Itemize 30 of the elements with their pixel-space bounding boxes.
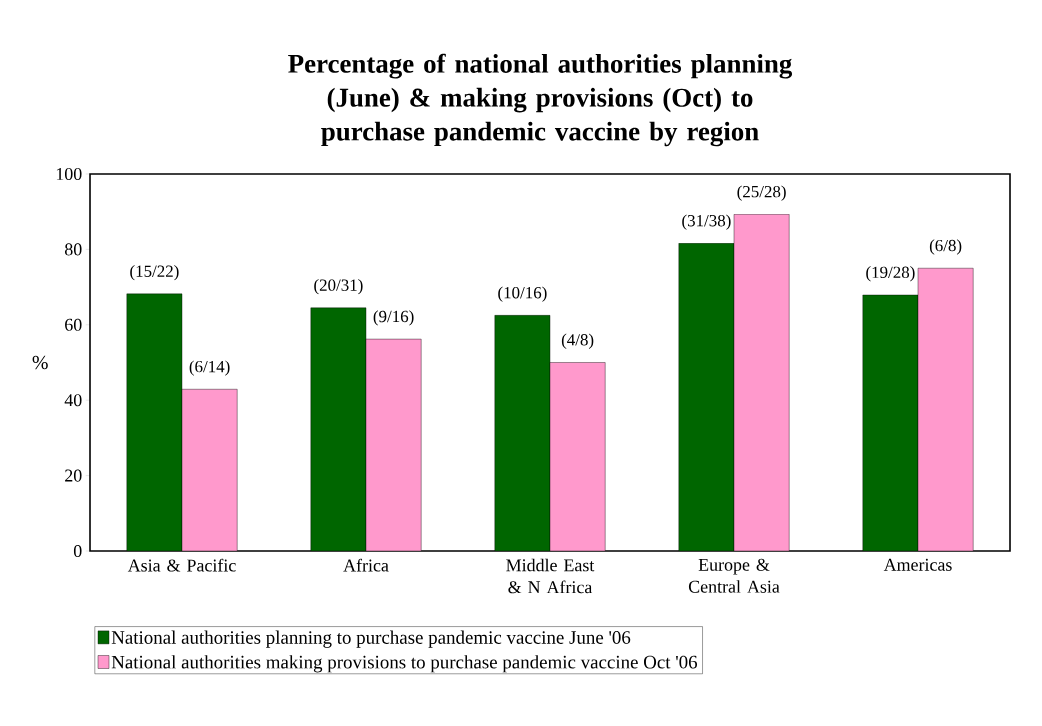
bar xyxy=(549,362,606,551)
x-tick-label: Asia & Pacific xyxy=(127,558,236,572)
chart-title: Percentage of national authorities planning (June) & making provisions (Oct) to purchase pandemic vaccine by region xyxy=(288,53,793,147)
x-tick-label: Europe & Central Asia xyxy=(688,558,780,593)
y-tick-label: 100 xyxy=(56,167,82,181)
x-tick-label: Middle East & N Africa xyxy=(506,558,595,594)
y-tick-label: 80 xyxy=(64,243,82,256)
data-label: (19/28) xyxy=(866,266,915,282)
bar xyxy=(917,268,974,551)
data-label: (15/22) xyxy=(130,264,179,281)
data-label: (9/16) xyxy=(373,310,414,326)
data-label: (4/8) xyxy=(561,333,594,349)
y-tick-label: 40 xyxy=(64,394,82,407)
y-tick-label: 0 xyxy=(73,544,82,558)
data-label: (6/14) xyxy=(189,360,230,376)
bar xyxy=(365,338,422,551)
data-label: (20/31) xyxy=(314,278,363,295)
legend-label: National authorities planning to purchase pandemic vaccine June '06 xyxy=(111,630,631,648)
y-tick-label: 60 xyxy=(65,318,82,331)
x-tick-label: Africa xyxy=(343,558,389,572)
x-tick-label: Americas xyxy=(883,558,952,571)
data-label: (10/16) xyxy=(498,286,547,302)
data-label: (31/38) xyxy=(682,214,731,230)
bar xyxy=(733,214,790,551)
data-label: (6/8) xyxy=(929,239,962,255)
y-tick-label: 20 xyxy=(65,469,82,482)
y-axis-title: % xyxy=(32,355,48,370)
data-label: (25/28) xyxy=(737,185,786,201)
legend-label: National authorities making provisions to purchase pandemic vaccine Oct '06 xyxy=(111,655,698,673)
bar xyxy=(181,389,238,551)
